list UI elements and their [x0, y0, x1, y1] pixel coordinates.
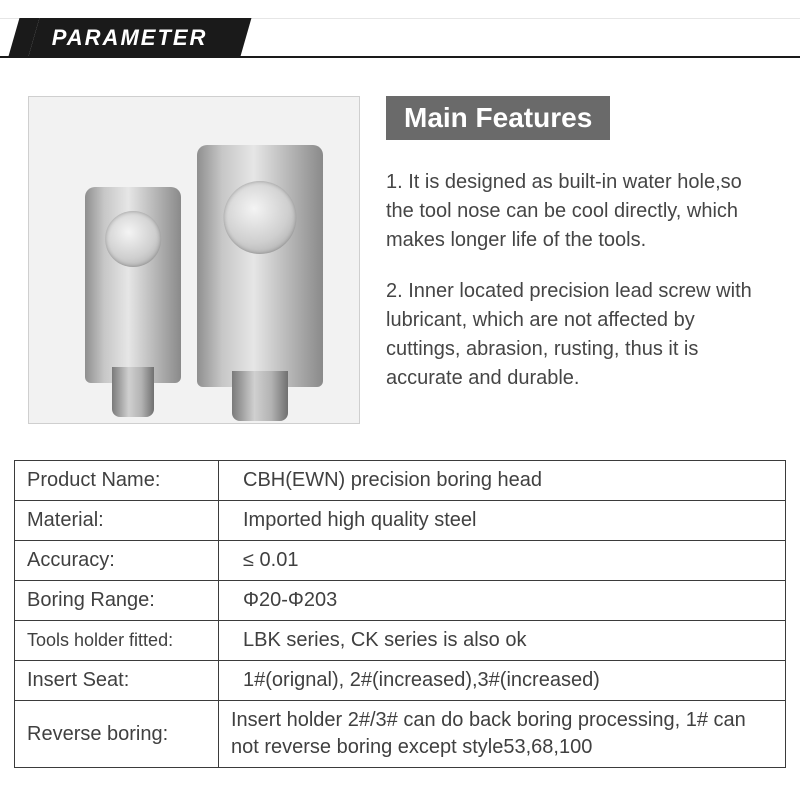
spec-label: Reverse boring: [15, 701, 219, 767]
spec-value: ≤ 0.01 [219, 541, 785, 580]
header-title: PARAMETER [52, 18, 208, 58]
spec-row: Tools holder fitted:LBK series, CK serie… [15, 620, 785, 660]
product-device-large [197, 145, 323, 387]
spec-label: Insert Seat: [15, 661, 219, 700]
dial-icon [223, 181, 296, 254]
spec-row: Accuracy:≤ 0.01 [15, 540, 785, 580]
features-heading: Main Features [386, 96, 610, 140]
spec-table: Product Name:CBH(EWN) precision boring h… [14, 460, 786, 768]
upper-section: Main Features 1. It is designed as built… [0, 64, 800, 424]
spec-label: Product Name: [15, 461, 219, 500]
feature-item: 2. Inner located precision lead screw wi… [386, 277, 772, 393]
spec-value: Φ20-Φ203 [219, 581, 785, 620]
spec-value: CBH(EWN) precision boring head [219, 461, 785, 500]
spec-row: Material:Imported high quality steel [15, 500, 785, 540]
spec-value: LBK series, CK series is also ok [219, 621, 785, 660]
section-header: PARAMETER [0, 8, 800, 64]
spec-value: Insert holder 2#/3# can do back boring p… [219, 701, 785, 767]
spec-value: Imported high quality steel [219, 501, 785, 540]
product-image [28, 96, 360, 424]
spec-label: Accuracy: [15, 541, 219, 580]
spec-row: Insert Seat:1#(orignal), 2#(increased),3… [15, 660, 785, 700]
spec-value: 1#(orignal), 2#(increased),3#(increased) [219, 661, 785, 700]
product-device-small [85, 187, 181, 383]
spec-label: Material: [15, 501, 219, 540]
header-title-pill: PARAMETER [28, 18, 251, 58]
features-block: Main Features 1. It is designed as built… [386, 96, 772, 424]
dial-icon [105, 211, 161, 267]
feature-item: 1. It is designed as built-in water hole… [386, 168, 772, 255]
spec-row: Reverse boring:Insert holder 2#/3# can d… [15, 700, 785, 767]
spec-row: Boring Range:Φ20-Φ203 [15, 580, 785, 620]
spec-row: Product Name:CBH(EWN) precision boring h… [15, 461, 785, 500]
spec-label: Tools holder fitted: [15, 621, 219, 660]
spec-label: Boring Range: [15, 581, 219, 620]
